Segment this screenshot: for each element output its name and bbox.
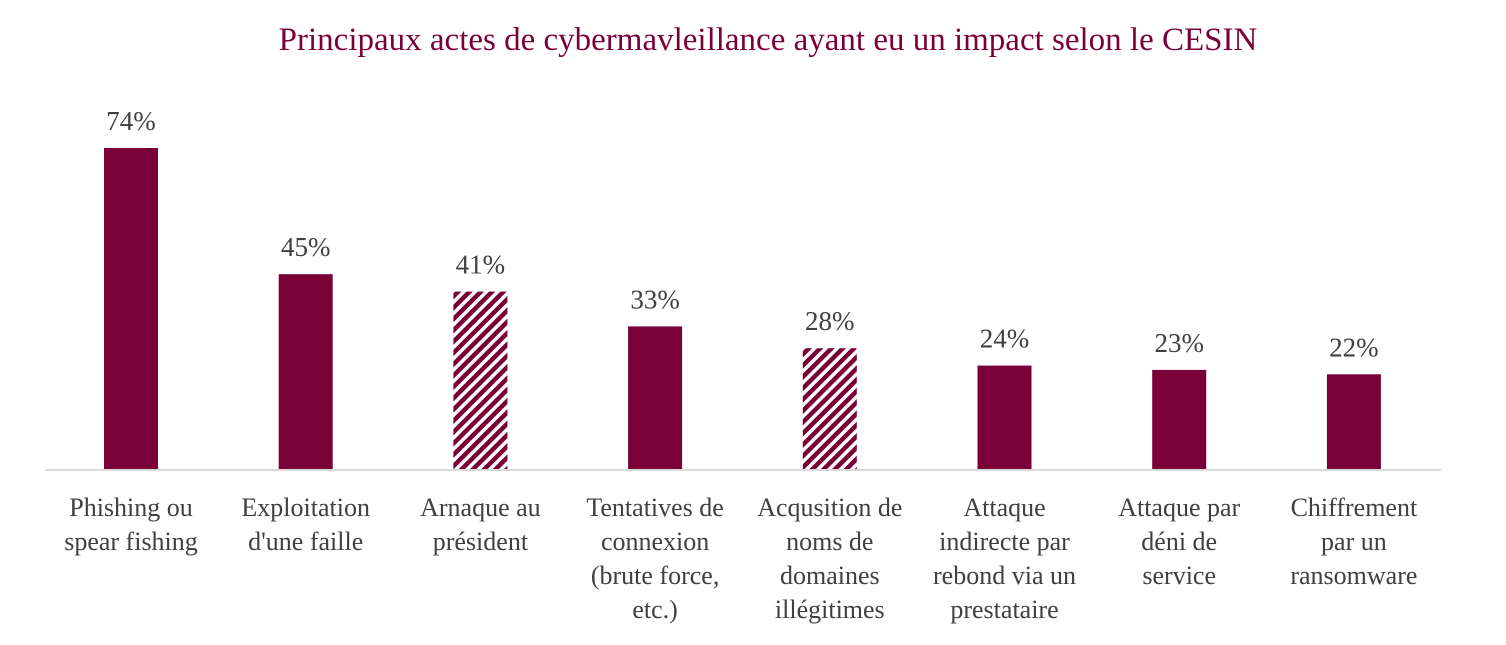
category-label-line: (brute force, bbox=[591, 561, 719, 590]
category-label-3: Arnaque au président bbox=[420, 493, 541, 556]
category-label-line: noms de bbox=[786, 527, 873, 556]
category-label-line: déni de bbox=[1141, 527, 1217, 556]
bar-4 bbox=[628, 326, 683, 470]
value-label-2: 45% bbox=[281, 232, 331, 262]
category-label-line: rebond via un bbox=[933, 561, 1076, 590]
category-label-line: par un bbox=[1321, 527, 1387, 556]
bar-3 bbox=[453, 291, 508, 470]
category-label-line: Attaque bbox=[963, 493, 1045, 522]
category-label-8: Chiffrement par un ransomware bbox=[1290, 493, 1418, 590]
category-label-6: Attaque indirecte par rebond via un prestat… bbox=[933, 493, 1076, 624]
category-label-line: connexion bbox=[601, 527, 709, 556]
bars-layer bbox=[104, 148, 1381, 470]
category-label-line: indirecte par bbox=[939, 527, 1070, 556]
category-label-7: Attaque par déni de service bbox=[1118, 493, 1240, 590]
category-label-line: Arnaque au bbox=[420, 493, 541, 522]
category-label-line: etc.) bbox=[632, 595, 677, 624]
category-label-line: prestataire bbox=[950, 595, 1058, 624]
category-label-5: Acqusition de noms de domaines illégitimes bbox=[757, 493, 902, 624]
category-label-line: service bbox=[1142, 561, 1216, 590]
value-label-5: 28% bbox=[805, 306, 855, 336]
bar-7 bbox=[1152, 369, 1207, 470]
category-label-line: président bbox=[433, 527, 529, 556]
category-label-line: Chiffrement bbox=[1291, 493, 1418, 522]
value-label-4: 33% bbox=[630, 284, 680, 314]
category-label-1: Phishing ou spear fishing bbox=[64, 493, 198, 556]
category-label-line: spear fishing bbox=[64, 527, 198, 556]
value-label-7: 23% bbox=[1154, 328, 1204, 358]
category-label-line: Tentatives de bbox=[586, 493, 724, 522]
bar-2 bbox=[278, 274, 333, 470]
bar-5 bbox=[802, 348, 857, 470]
category-label-line: Exploitation bbox=[241, 493, 370, 522]
value-label-3: 41% bbox=[456, 250, 506, 280]
value-label-1: 74% bbox=[106, 106, 156, 136]
category-label-4: Tentatives de connexion (brute force, etc.) bbox=[586, 493, 724, 624]
category-label-2: Exploitation d'une faille bbox=[241, 493, 370, 556]
category-label-line: illégitimes bbox=[775, 595, 885, 624]
value-label-8: 22% bbox=[1329, 332, 1379, 362]
bar-6 bbox=[977, 365, 1032, 470]
category-label-line: Attaque par bbox=[1118, 493, 1240, 522]
category-label-line: Acqusition de bbox=[757, 493, 902, 522]
labels-layer: 74% Phishing ou spear fishing 45% Exploitati… bbox=[64, 106, 1418, 624]
category-label-line: domaines bbox=[780, 561, 880, 590]
category-label-line: d'une faille bbox=[248, 527, 363, 556]
value-label-6: 24% bbox=[980, 324, 1030, 354]
bar-1 bbox=[104, 148, 158, 470]
category-label-line: Phishing ou bbox=[69, 493, 193, 522]
bar-8 bbox=[1326, 374, 1381, 470]
category-label-line: ransomware bbox=[1290, 561, 1417, 590]
chart-title: Principaux actes de cybermavleillance ay… bbox=[278, 22, 1258, 58]
